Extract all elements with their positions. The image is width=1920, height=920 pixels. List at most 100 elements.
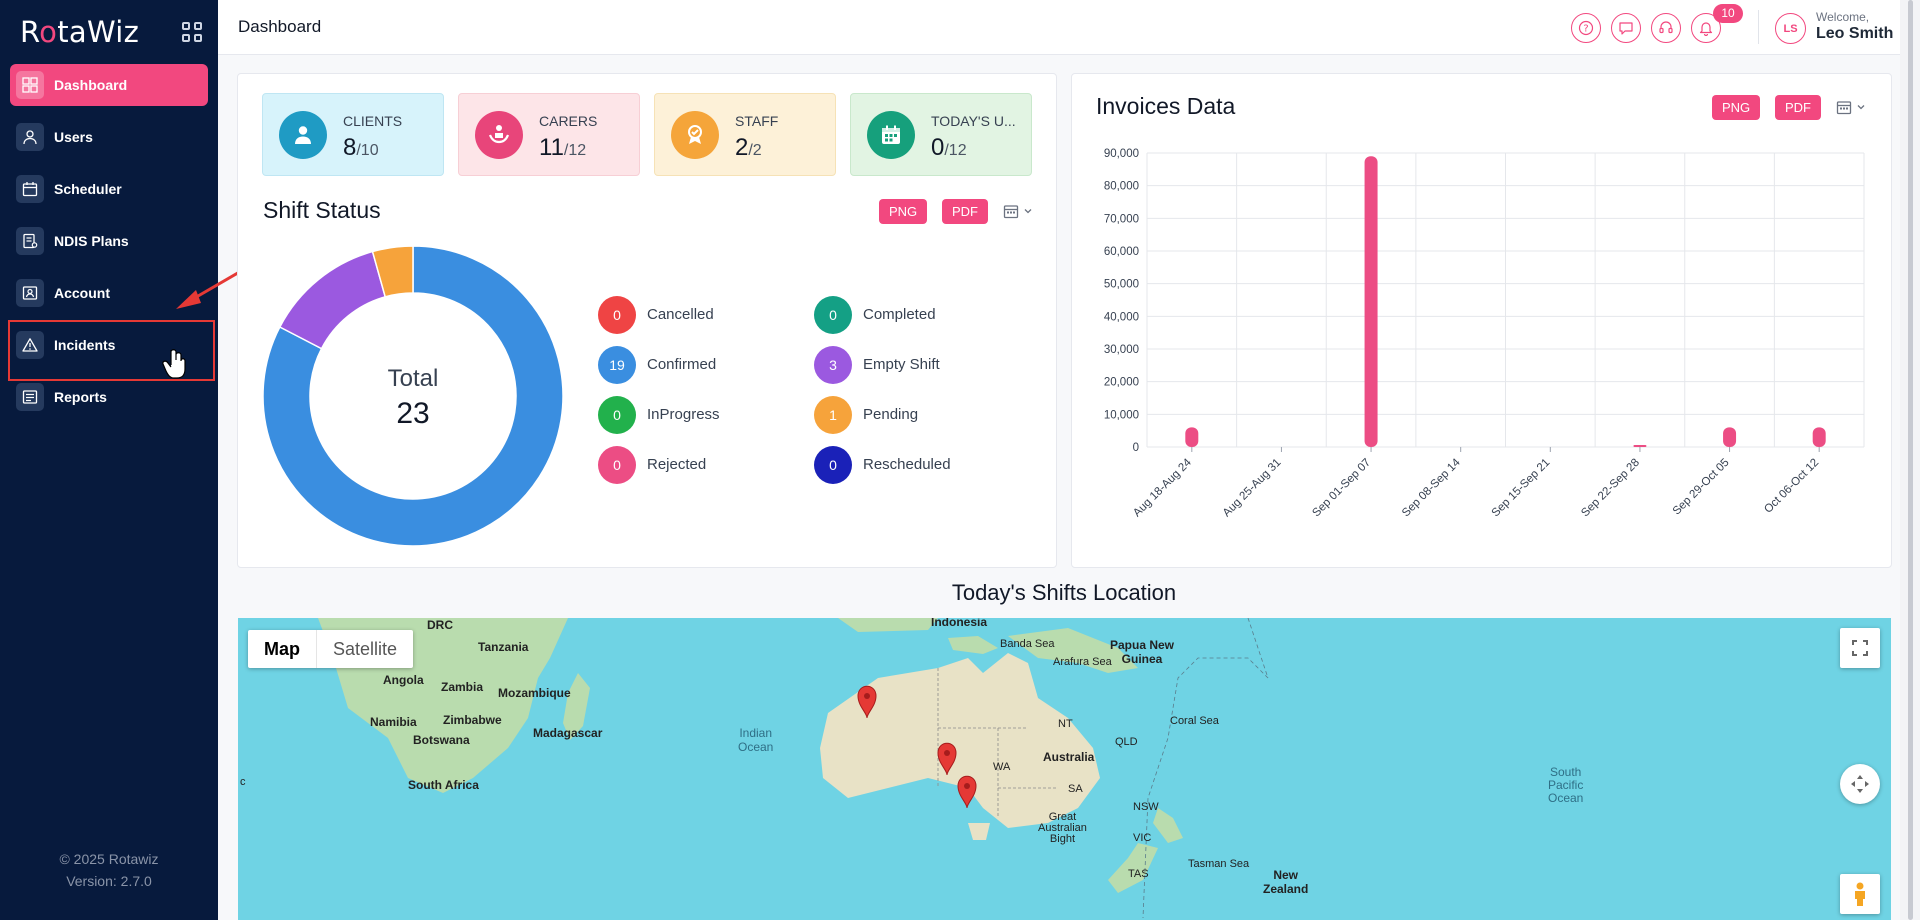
calendar-icon	[1836, 101, 1852, 115]
stat-card-carers[interactable]: CARERS 11/12	[458, 93, 640, 176]
map-tab-satellite[interactable]: Satellite	[333, 639, 398, 659]
street-view-pegman-icon[interactable]	[1840, 874, 1880, 914]
legend-label: Completed	[863, 306, 936, 323]
stat-label: STAFF	[735, 113, 779, 129]
stat-label: TODAY'S U...	[931, 113, 1016, 129]
help-icon[interactable]: ?	[1571, 13, 1601, 43]
y-tick-label: 80,000	[1104, 181, 1139, 193]
invoices-png-button[interactable]: PNG	[1712, 95, 1761, 120]
x-tick-label: Aug 25-Aug 31	[1221, 457, 1284, 520]
stat-card-staff[interactable]: STAFF 2/2	[654, 93, 836, 176]
support-headset-icon[interactable]	[1651, 13, 1681, 43]
map-label: Coral Sea	[1170, 715, 1219, 727]
legend-count-badge: 1	[814, 396, 852, 434]
map-label: Tasman Sea	[1188, 858, 1250, 870]
welcome-text: Welcome,	[1816, 10, 1870, 24]
donut-total-value: 23	[396, 397, 429, 430]
y-tick-label: 0	[1133, 442, 1139, 454]
shift-date-picker[interactable]	[1003, 200, 1039, 222]
sidebar-item-label: NDIS Plans	[54, 233, 129, 249]
sidebar-item-ndis-plans[interactable]: NDIS Plans	[10, 220, 208, 262]
stat-value: 0/12	[931, 134, 967, 161]
invoice-bar[interactable]	[1812, 427, 1826, 447]
map-pan-control-icon[interactable]	[1840, 764, 1880, 804]
map-label: c	[240, 776, 246, 788]
legend-count-badge: 19	[598, 346, 636, 384]
map-label: South Africa	[408, 778, 479, 792]
stat-value: 8/10	[343, 134, 379, 161]
y-tick-label: 40,000	[1104, 311, 1139, 323]
legend-count-badge: 0	[598, 446, 636, 484]
donut-slice-empty-shift[interactable]	[278, 250, 387, 350]
invoices-date-picker[interactable]	[1836, 96, 1872, 118]
calendar-icon	[867, 111, 915, 159]
grid-menu-icon[interactable]	[182, 22, 202, 42]
map-label: Banda Sea	[1000, 638, 1055, 650]
map-marker[interactable]	[857, 685, 877, 719]
sidebar-item-scheduler[interactable]: Scheduler	[10, 168, 208, 210]
donut-total-label: Total	[388, 365, 439, 392]
invoice-bar[interactable]	[1723, 427, 1737, 447]
calendar-icon	[16, 175, 44, 203]
map-marker[interactable]	[957, 775, 977, 809]
invoice-bar[interactable]	[1364, 156, 1378, 447]
legend-count-badge: 0	[598, 396, 636, 434]
rotawiz-logo[interactable]: RotaWiz	[20, 15, 140, 49]
map-label: Tanzania	[478, 640, 529, 654]
notification-bell-icon[interactable]	[1691, 13, 1721, 43]
legend-count-badge: 0	[814, 446, 852, 484]
carer-icon	[475, 111, 523, 159]
stat-card-clients[interactable]: CLIENTS 8/10	[262, 93, 444, 176]
dashboard-icon	[16, 71, 44, 99]
map-tab-map[interactable]: Map	[248, 630, 317, 668]
map-label: Botswana	[413, 733, 470, 747]
map-label: New Zealand	[1263, 868, 1309, 896]
page-scrollbar-thumb[interactable]	[1908, 0, 1913, 920]
stat-card-todays-shifts[interactable]: TODAY'S U... 0/12	[850, 93, 1032, 176]
page-title: Dashboard	[238, 17, 322, 36]
calendar-icon	[1003, 205, 1019, 219]
map-label: DRC	[427, 618, 453, 632]
donut-slice-pending[interactable]	[371, 245, 414, 298]
report-icon	[16, 383, 44, 411]
sidebar-footer: © 2025 Rotawiz Version: 2.7.0	[0, 848, 218, 892]
map-label: NT	[1058, 718, 1073, 730]
svg-text:?: ?	[1583, 24, 1588, 35]
x-tick-label: Sep 01-Sep 07	[1310, 457, 1373, 520]
invoice-bar[interactable]	[1633, 445, 1647, 447]
username[interactable]: Leo Smith	[1816, 25, 1894, 42]
map-label: NSW	[1133, 801, 1159, 813]
y-tick-label: 20,000	[1104, 377, 1139, 389]
shift-png-button[interactable]: PNG	[879, 199, 928, 224]
fullscreen-icon[interactable]	[1840, 628, 1880, 668]
incidents-highlight-box	[8, 320, 215, 381]
donut-slice-confirmed[interactable]	[262, 245, 564, 547]
legend-label: Empty Shift	[863, 356, 940, 373]
map-marker[interactable]	[937, 742, 957, 776]
sidebar-item-dashboard[interactable]: Dashboard	[10, 64, 208, 106]
x-tick-label: Sep 08-Sep 14	[1400, 456, 1463, 519]
legend-label: Rescheduled	[863, 456, 951, 473]
chevron-down-icon	[1857, 105, 1865, 110]
map-landmasses	[238, 618, 1269, 919]
version-text: Version: 2.7.0	[66, 873, 152, 889]
sidebar-item-users[interactable]: Users	[10, 116, 208, 158]
map-label: TAS	[1128, 868, 1149, 880]
x-tick-label: Oct 06-Oct 12	[1762, 457, 1821, 516]
sidebar-item-account[interactable]: Account	[10, 272, 208, 314]
shift-pdf-button[interactable]: PDF	[942, 199, 988, 224]
sidebar-item-reports[interactable]: Reports	[10, 376, 208, 418]
header-divider	[1758, 10, 1759, 44]
invoice-bar[interactable]	[1185, 427, 1199, 447]
sidebar-item-incidents[interactable]: Incidents	[10, 324, 208, 366]
map-label: QLD	[1115, 736, 1138, 748]
chat-icon[interactable]	[1611, 13, 1641, 43]
user-icon	[16, 123, 44, 151]
legend-label: Pending	[863, 406, 919, 423]
map-label: VIC	[1133, 832, 1152, 844]
warning-icon	[16, 331, 44, 359]
avatar[interactable]: LS	[1775, 13, 1806, 44]
invoices-pdf-button[interactable]: PDF	[1775, 95, 1821, 120]
map-label: Madagascar	[533, 726, 603, 740]
shifts-location-map[interactable]: DRC Tanzania Angola Zambia Mozambique Zi…	[238, 618, 1891, 920]
